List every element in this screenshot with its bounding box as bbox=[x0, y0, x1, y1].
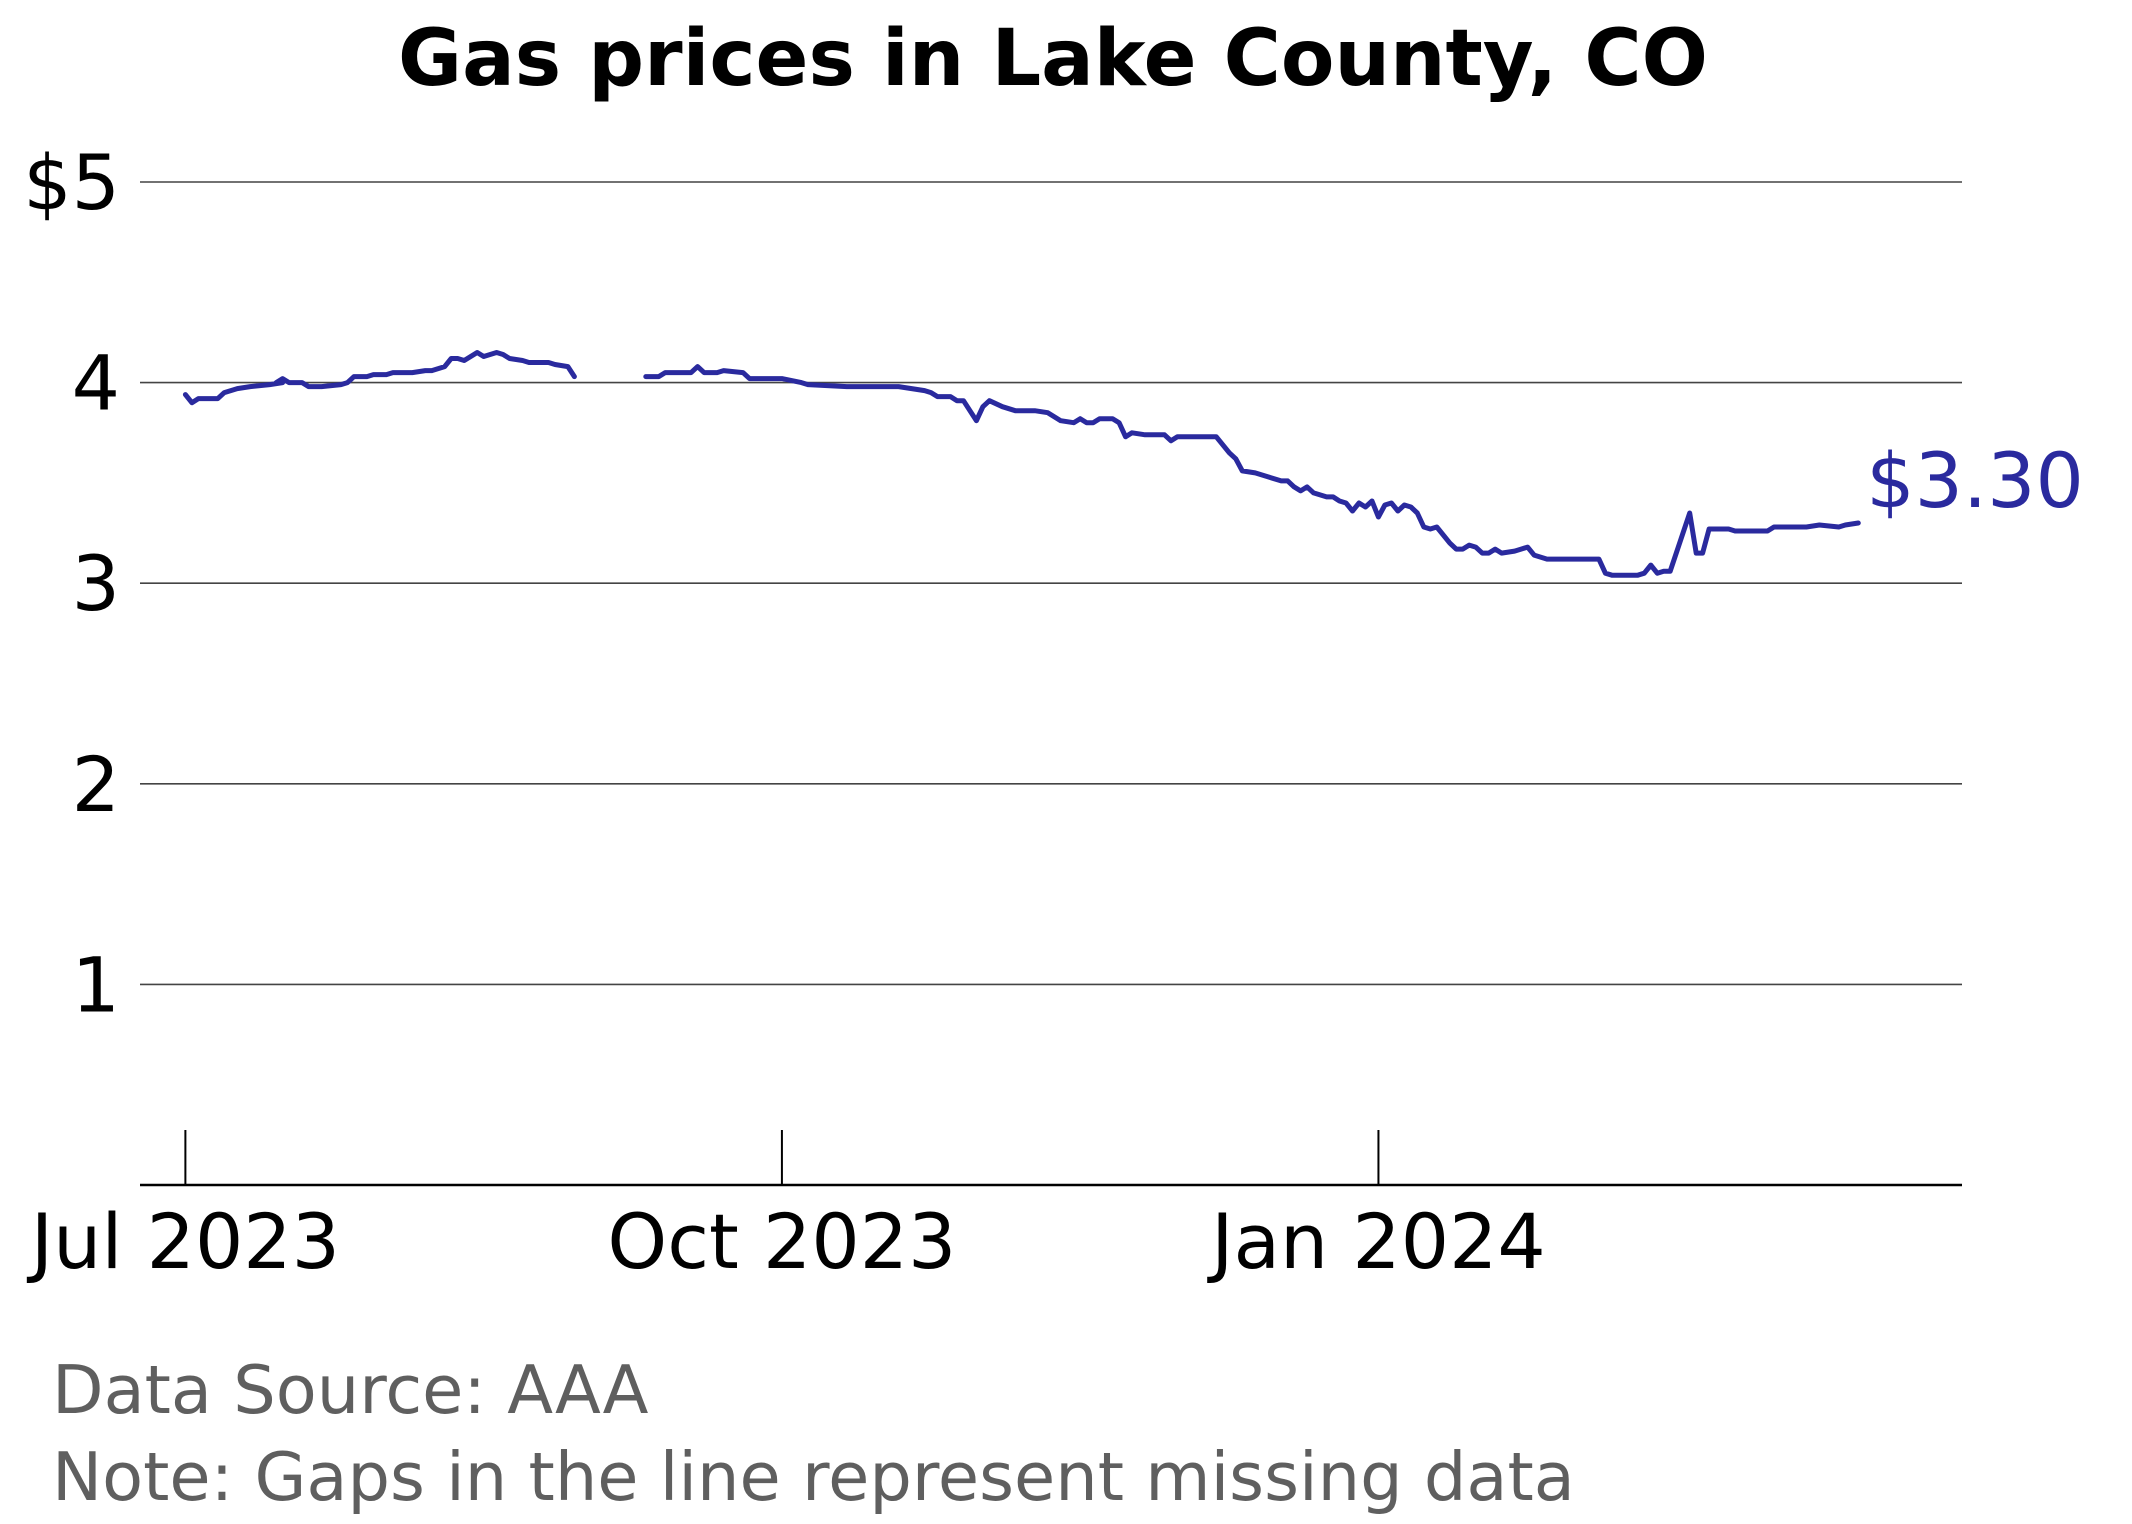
y-tick-label: 4 bbox=[72, 339, 120, 428]
latest-price-label: $3.30 bbox=[1866, 436, 2084, 525]
x-tick-label: Jan 2024 bbox=[1207, 1197, 1546, 1286]
price-line-segment-1 bbox=[182, 350, 577, 406]
x-tick-label: Oct 2023 bbox=[607, 1197, 956, 1286]
price-line-segment-2 bbox=[643, 364, 1861, 578]
y-tick-label: $5 bbox=[23, 138, 120, 227]
chart-title: Gas prices in Lake County, CO bbox=[398, 14, 1708, 104]
y-tick-label: 2 bbox=[72, 740, 120, 829]
price-series bbox=[182, 350, 1861, 578]
y-axis-ticks: 1 2 3 4 $5 bbox=[23, 138, 120, 1029]
data-source-note: Data Source: AAA bbox=[52, 1351, 649, 1429]
missing-data-note: Note: Gaps in the line represent missing… bbox=[52, 1438, 1575, 1516]
gridlines bbox=[140, 181, 1962, 986]
x-tick-label: Jul 2023 bbox=[27, 1197, 340, 1286]
x-axis: Jul 2023 Oct 2023 Jan 2024 bbox=[27, 1130, 1962, 1286]
y-tick-label: 3 bbox=[72, 539, 120, 628]
y-tick-label: 1 bbox=[72, 940, 120, 1029]
